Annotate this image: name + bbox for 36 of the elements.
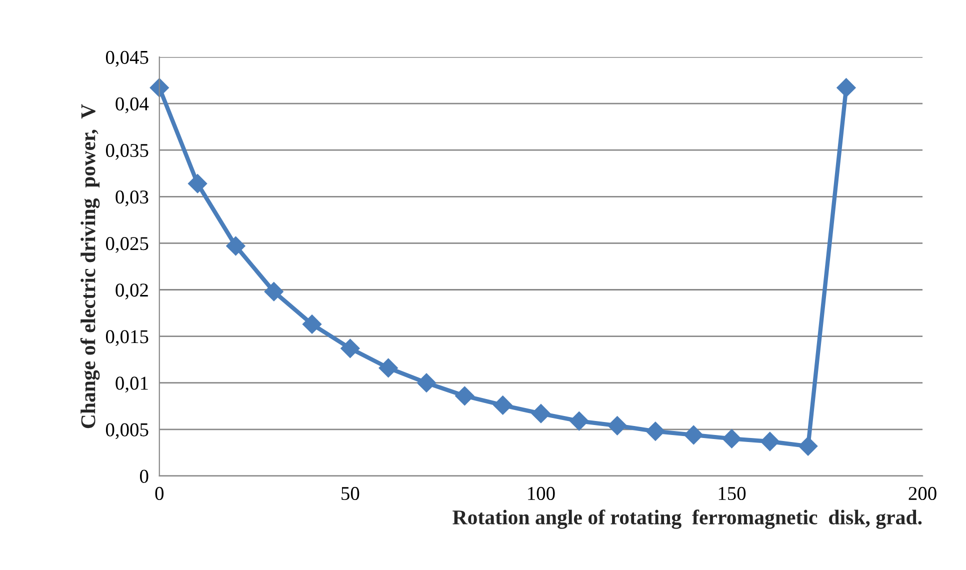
point (608, 416, 627, 436)
point (264, 282, 284, 302)
point (378, 358, 398, 378)
y-tick-label: 0,025 (106, 237, 148, 253)
point (188, 174, 208, 194)
point (302, 314, 322, 334)
y-tick-label: 0,04 (116, 97, 149, 114)
x-tick-label: 50 (342, 486, 360, 500)
point (722, 429, 742, 448)
x-tick-label: 200 (908, 486, 936, 500)
point (455, 386, 474, 406)
point (226, 236, 246, 256)
point (493, 396, 512, 415)
y-tick-label: 0,01 (116, 376, 148, 393)
point (836, 78, 856, 98)
point (684, 425, 704, 445)
point (760, 432, 780, 452)
point (416, 373, 436, 392)
x-tick-label: 0 (155, 486, 164, 500)
y-tick-label: 0,02 (116, 284, 148, 300)
point (798, 436, 818, 456)
point (570, 411, 589, 431)
x-tick-label: 100 (528, 486, 555, 500)
x-tick-label: 150 (718, 486, 746, 500)
y-tick-label: 0 (140, 470, 148, 483)
x-axis-title: Rotation angle of rotating ferromagnetic disk, grad. (452, 510, 922, 529)
point (150, 78, 169, 98)
point (646, 422, 665, 441)
y-axis-title: Change of electric driving power, V (80, 104, 100, 428)
y-tick-label: 0,03 (116, 190, 148, 206)
point (340, 338, 360, 358)
y-tick-label: 0,035 (106, 144, 148, 160)
y-tick-label: 0,045 (106, 50, 148, 67)
y-tick-label: 0,015 (106, 330, 148, 346)
point (531, 404, 550, 424)
y-tick-label: 0,005 (106, 423, 148, 440)
